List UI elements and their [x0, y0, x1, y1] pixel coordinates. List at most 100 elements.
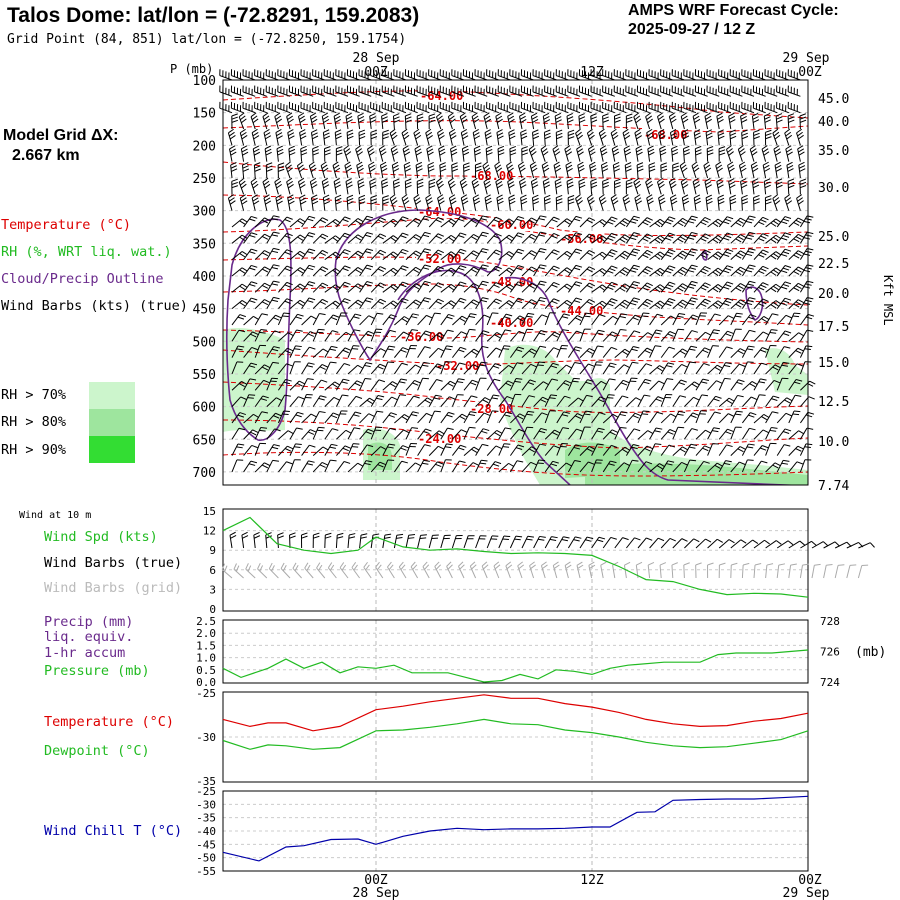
wind-barb-flag — [578, 168, 585, 172]
wind-barb-flag — [715, 269, 721, 275]
wind-barb — [544, 331, 555, 342]
wind-barb-flag — [609, 300, 616, 304]
wind-barb — [336, 331, 347, 342]
wind-barb-flag — [422, 364, 429, 367]
wind-barb-flag — [795, 285, 802, 289]
wind-barb — [565, 165, 569, 179]
wind-barb — [590, 107, 604, 114]
wind-barb — [530, 116, 535, 130]
wind-barb-flag — [660, 162, 667, 166]
wind-barb-flag — [519, 315, 526, 320]
wind-barb-flag — [807, 313, 815, 317]
wind-barb-flag — [682, 348, 689, 353]
wind-barb — [858, 542, 871, 549]
wind-barb-flag — [646, 445, 653, 450]
wind-barb-flag — [619, 315, 626, 319]
wind-barb-flag — [561, 539, 568, 542]
wind-barb — [556, 75, 569, 81]
wind-barb-flag — [681, 115, 688, 120]
wind-barb-flag — [531, 233, 538, 238]
wind-barb — [498, 462, 509, 473]
wind-barb-flag — [462, 145, 469, 150]
wind-barb-flag — [774, 462, 781, 467]
wind-barb-flag — [726, 216, 734, 220]
wind-barb-flag — [472, 379, 479, 383]
wind-barb — [692, 181, 697, 195]
wind-barb-flag — [438, 332, 445, 337]
wind-barb-flag — [634, 128, 641, 134]
wind-barb-flag — [633, 248, 640, 252]
wind-barb-flag — [365, 431, 372, 435]
wind-barb-flag — [450, 183, 456, 189]
wind-barb-flag — [544, 198, 551, 202]
wind-barb-flag — [484, 194, 491, 199]
wind-barb-flag — [458, 235, 465, 239]
wind-barb — [301, 429, 311, 440]
wind-barb — [310, 197, 314, 211]
wind-barb-flag — [251, 297, 258, 301]
wind-barb — [762, 165, 767, 179]
wind-barb-flag — [780, 221, 788, 225]
wind-barb — [765, 540, 777, 549]
wind-barb-flag — [573, 251, 581, 254]
wind-barb-flag — [461, 197, 468, 202]
wind-barb-flag — [275, 194, 282, 199]
wind-barb — [695, 538, 706, 549]
wind-barb — [451, 362, 460, 375]
wind-barb — [312, 395, 321, 407]
wind-barb-flag — [588, 148, 595, 153]
wind-barb-flag — [788, 181, 795, 185]
wind-barb-flag — [384, 533, 392, 536]
wind-barb-flag — [566, 267, 573, 272]
wind-barb — [327, 567, 337, 579]
wind-barb-flag — [263, 379, 270, 384]
wind-barb — [533, 443, 541, 456]
wind-speed-tick: 15 — [203, 505, 216, 518]
wind-barb — [586, 198, 593, 211]
wind-barb-flag — [543, 178, 550, 182]
wind-barb-flag — [773, 269, 779, 274]
wind-barb-flag — [543, 115, 550, 120]
wind-barb-flag — [715, 220, 721, 226]
wind-barb — [730, 250, 741, 261]
wind-barb — [602, 232, 612, 244]
wind-barb-flag — [300, 149, 307, 153]
wind-barb-flag — [575, 128, 581, 134]
wind-barb — [506, 165, 511, 179]
wind-barb — [552, 565, 558, 579]
wind-barb — [277, 75, 291, 81]
wind-barb-flag — [355, 236, 362, 241]
wind-barb-flag — [747, 283, 754, 286]
pressure-line — [222, 649, 809, 683]
wind-barb — [672, 427, 679, 440]
wind-barb-flag — [706, 132, 713, 137]
wind-barb — [578, 181, 581, 195]
wind-barb-flag — [589, 164, 596, 169]
wind-barb-flag — [607, 237, 614, 241]
wind-barb — [405, 75, 418, 81]
wind-barb-flag — [482, 161, 489, 167]
wind-barb — [775, 181, 778, 195]
wind-barb-flag — [763, 316, 770, 321]
wind-barb-flag — [319, 284, 326, 289]
wind-barb — [474, 91, 488, 97]
wind-barb — [730, 313, 737, 326]
wind-barb-flag — [286, 249, 293, 253]
wind-barb — [646, 197, 651, 211]
wind-barb-flag — [249, 378, 257, 381]
wind-barb-flag — [459, 460, 466, 463]
wind-barb — [428, 395, 436, 407]
wind-barb — [474, 107, 488, 114]
wind-barb — [440, 443, 447, 456]
wind-barb-flag — [297, 285, 304, 290]
wind-barb-flag — [577, 564, 584, 569]
wind-barb — [278, 332, 289, 342]
wind-barb-flag — [345, 331, 352, 336]
wind-barb — [266, 280, 274, 293]
wind-barb-flag — [679, 236, 686, 241]
wind-barb-flag — [485, 132, 492, 137]
wind-barb-flag — [784, 346, 791, 349]
wind-barb — [241, 535, 245, 549]
wind-barb-flag — [654, 271, 661, 277]
wind-barb-flag — [347, 197, 354, 202]
